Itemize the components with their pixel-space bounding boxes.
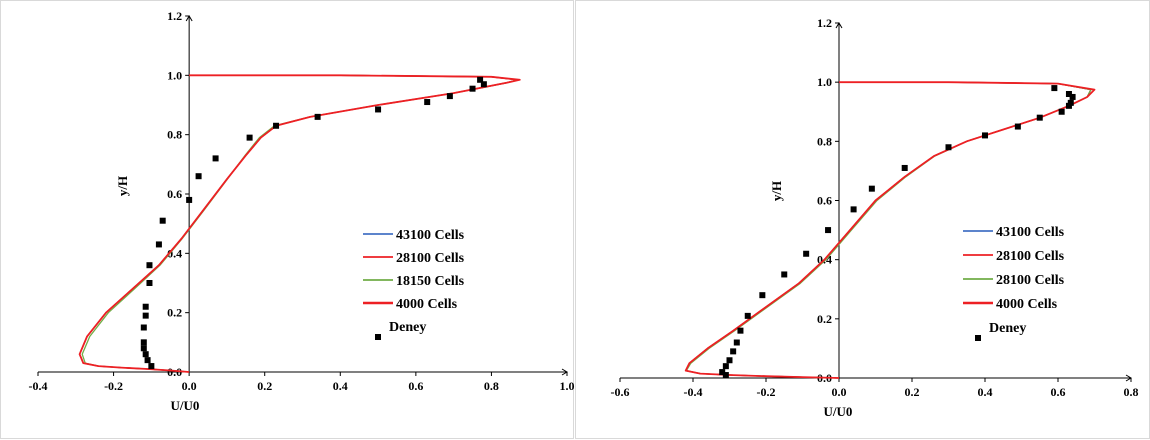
chart-0-data-point <box>195 173 202 180</box>
chart-1-data-point <box>726 357 733 364</box>
chart-1-data-point <box>825 227 832 234</box>
chart-0-y-tick-label: 1.0 <box>167 68 182 82</box>
chart-0-data-point <box>159 217 166 224</box>
chart-1-x-tick-label: 0.4 <box>978 385 993 399</box>
chart-0-y-tick-label: 0.0 <box>167 365 182 379</box>
chart-1-data-point <box>737 327 744 334</box>
chart-1-data-point <box>759 292 766 299</box>
chart-0-y-axis-arrow <box>185 15 193 22</box>
chart-1-data-point <box>850 206 857 213</box>
chart-0-x-tick-label: -0.4 <box>29 379 48 393</box>
chart-1-data-point <box>744 312 751 319</box>
chart-1-series-line-3 <box>684 81 1096 379</box>
chart-panel-right: -0.6 -0.4 -0.2 0.0 0.2 0.4 0.6 0.8 0.0 0.2 0.4 0.6 0… <box>575 0 1150 439</box>
chart-1-data-point <box>1051 85 1058 92</box>
chart-0-data-point <box>144 357 151 364</box>
chart-0-legend-label: 28100 Cells <box>396 251 465 266</box>
chart-1-data-point <box>730 348 737 355</box>
chart-0-data-point <box>140 339 147 346</box>
chart-0-legend-label: 43100 Cells <box>396 228 465 243</box>
chart-1-data-point <box>722 363 729 370</box>
chart-1-legend-label: 28100 Cells <box>996 249 1065 264</box>
chart-1-data-point <box>1069 93 1076 100</box>
chart-0-data-point <box>424 99 431 106</box>
chart-0-x-tick-label: 0.8 <box>484 379 499 393</box>
chart-0-data-point <box>314 113 321 120</box>
chart-1-legend-label: Deney <box>989 321 1026 336</box>
chart-0-data-point <box>142 312 149 319</box>
chart-0-data-point <box>148 363 155 370</box>
chart-1-data-point <box>722 372 729 379</box>
chart-0-y-tick-label: 0.6 <box>167 187 182 201</box>
chart-0-data-point <box>140 324 147 331</box>
chart-1-legend-label: 4000 Cells <box>996 297 1058 312</box>
chart-1-y-axis-label: y/H <box>769 181 784 201</box>
chart-1-y-tick-label: 1.2 <box>817 16 832 30</box>
chart-0-data-point <box>142 303 149 310</box>
chart-0-x-tick-label: 0.0 <box>182 379 197 393</box>
chart-0-data-point <box>480 81 487 88</box>
chart-0-y-tick-label: 0.2 <box>167 306 182 320</box>
chart-0-legend-label: 18150 Cells <box>396 274 465 289</box>
chart-0-y-tick-label: 0.8 <box>167 128 182 142</box>
chart-1-legend-label: 28100 Cells <box>996 273 1065 288</box>
chart-0-data-point <box>186 196 193 203</box>
chart-1-x-tick-label: 0.2 <box>905 385 920 399</box>
chart-0-data-point <box>477 76 484 83</box>
chart-1-x-tick-label: -0.6 <box>611 385 630 399</box>
chart-1-data-point <box>1036 114 1043 121</box>
chart-0-data-point <box>212 155 219 162</box>
chart-1-y-tick-label: 0.6 <box>817 194 832 208</box>
chart-0-data-point <box>375 106 382 113</box>
chart-panel-left: -0.4 -0.2 0.0 0.2 0.4 0.6 0.8 1.0 0.0 0.2 0.4 0.6 0.… <box>0 0 575 439</box>
chart-0-y-axis-label: y/H <box>115 176 130 196</box>
chart-0-data-point <box>142 351 149 358</box>
chart-0-data-point <box>140 345 147 352</box>
chart-1-y-tick-label: 1.0 <box>817 75 832 89</box>
chart-0-legend-label: 4000 Cells <box>396 297 458 312</box>
chart-0-y-tick-label: 1.2 <box>167 9 182 23</box>
chart-0-x-tick-label: 0.4 <box>333 379 348 393</box>
chart-1-x-tick-label: 0.8 <box>1124 385 1139 399</box>
chart-0-x-tick-label: -0.2 <box>104 379 123 393</box>
chart-1-x-tick-label: 0.6 <box>1051 385 1066 399</box>
chart-0-data-point <box>155 241 162 248</box>
chart-0-data-point <box>469 85 476 92</box>
chart-1-legend-label: 43100 Cells <box>996 225 1065 240</box>
chart-0-x-axis-label: U/U0 <box>171 398 200 413</box>
chart-1-data-point <box>868 185 875 192</box>
chart-0-x-tick-label: 1.0 <box>560 379 575 393</box>
chart-1-x-tick-label: -0.4 <box>684 385 703 399</box>
chart-1-x-tick-label: -0.2 <box>757 385 776 399</box>
chart-0-data-point <box>146 262 153 269</box>
chart-1-data-point <box>1065 102 1072 109</box>
chart-0-x-tick-label: 0.6 <box>408 379 423 393</box>
chart-1-data-point <box>733 339 740 346</box>
chart-1-y-tick-label: 0.2 <box>817 312 832 326</box>
chart-1-data-point <box>1014 123 1021 130</box>
chart-1-y-tick-label: 0.8 <box>817 134 832 148</box>
chart-left: -0.4 -0.2 0.0 0.2 0.4 0.6 0.8 1.00.00.20.40.60.… <box>29 9 575 413</box>
chart-0-legend-label: Deney <box>389 320 426 335</box>
chart-1-data-point <box>982 132 988 139</box>
chart-0-legend-swatch <box>375 334 381 340</box>
chart-1-legend-swatch <box>975 335 981 341</box>
chart-0-series-line-3 <box>78 74 521 373</box>
chart-1-x-axis-label: U/U0 <box>824 404 853 419</box>
chart-1-data-point <box>945 144 952 151</box>
chart-1-data-point <box>803 250 810 257</box>
chart-0-data-point <box>273 122 280 129</box>
chart-1-data-point <box>1065 91 1072 97</box>
chart-1-x-tick-label: 0.0 <box>832 385 847 399</box>
chart-0-data-point <box>246 134 253 141</box>
chart-right: -0.6 -0.4 -0.2 0.0 0.2 0.4 0.6 0.80.00.20.40.60… <box>611 16 1139 419</box>
chart-1-data-point <box>719 369 726 376</box>
chart-1-data-point <box>781 271 788 278</box>
chart-0-x-tick-label: 0.2 <box>257 379 272 393</box>
chart-0-data-point <box>146 280 153 286</box>
chart-1-data-point <box>1058 108 1065 115</box>
chart-0-data-point <box>446 93 453 100</box>
chart-1-data-point <box>901 164 908 171</box>
